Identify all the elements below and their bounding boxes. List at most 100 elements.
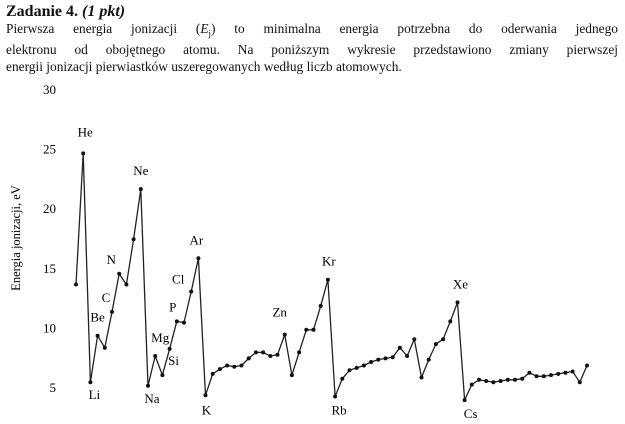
data-point bbox=[304, 327, 309, 332]
data-point bbox=[520, 376, 525, 381]
data-point bbox=[196, 256, 201, 261]
task-points: (1 pkt) bbox=[82, 3, 126, 20]
data-point bbox=[325, 277, 330, 282]
data-point bbox=[268, 354, 273, 358]
line1-end: ) to minimalna energia potrzebna do oder… bbox=[211, 21, 618, 36]
data-point bbox=[383, 356, 388, 361]
element-label-rb: Rb bbox=[332, 403, 347, 418]
y-tick-label: 25 bbox=[43, 142, 56, 157]
data-point bbox=[311, 327, 316, 332]
series-line bbox=[75, 152, 588, 401]
line1-start: Pierwsza energia jonizacji ( bbox=[6, 21, 201, 36]
element-label-zn: Zn bbox=[272, 305, 287, 320]
data-point bbox=[225, 363, 230, 368]
data-point bbox=[570, 369, 575, 374]
description-line-3: energii jonizacji pierwiastków uszeregow… bbox=[6, 58, 402, 74]
task-description: Pierwsza energia jonizacji (Ej) to minim… bbox=[6, 21, 618, 75]
data-point bbox=[541, 374, 546, 379]
data-point bbox=[261, 350, 266, 355]
data-point bbox=[390, 355, 395, 360]
data-point bbox=[484, 379, 489, 383]
y-tick-label: 30 bbox=[43, 82, 56, 97]
data-point bbox=[405, 354, 410, 358]
data-point bbox=[441, 337, 446, 342]
data-point bbox=[88, 380, 93, 385]
data-point bbox=[189, 289, 194, 294]
data-point bbox=[376, 357, 381, 362]
data-point bbox=[110, 309, 114, 314]
y-tick-label: 5 bbox=[50, 380, 57, 395]
y-tick-label: 10 bbox=[43, 320, 56, 335]
data-points bbox=[74, 151, 589, 403]
data-point bbox=[138, 187, 143, 192]
data-point bbox=[210, 371, 215, 376]
element-label-cs: Cs bbox=[464, 406, 478, 421]
data-point bbox=[95, 333, 100, 338]
element-label-na: Na bbox=[144, 391, 159, 406]
data-point bbox=[117, 271, 122, 276]
element-label-kr: Kr bbox=[322, 254, 336, 269]
element-label-n: N bbox=[107, 252, 117, 267]
data-point bbox=[527, 370, 532, 375]
data-point bbox=[397, 345, 402, 350]
element-label-mg: Mg bbox=[151, 330, 170, 345]
data-point bbox=[448, 319, 453, 324]
task-heading: Zadanie 4. (1 pkt) bbox=[6, 2, 125, 22]
element-label-li: Li bbox=[89, 387, 101, 402]
data-point bbox=[289, 373, 294, 378]
symbol-subscript: j bbox=[208, 28, 212, 39]
y-tick-label: 15 bbox=[43, 261, 56, 276]
data-point bbox=[275, 352, 280, 357]
data-point bbox=[426, 357, 431, 362]
data-point bbox=[174, 319, 179, 324]
element-label-si: Si bbox=[168, 353, 179, 368]
data-point bbox=[347, 368, 352, 373]
data-point bbox=[217, 367, 222, 372]
data-point bbox=[412, 337, 417, 342]
y-tick-label: 20 bbox=[43, 201, 56, 216]
data-point bbox=[253, 350, 258, 355]
data-point bbox=[232, 364, 237, 369]
data-point bbox=[455, 300, 460, 305]
y-tick-labels: 5 10 15 20 25 30 bbox=[43, 82, 56, 395]
data-point bbox=[297, 350, 302, 355]
data-point bbox=[340, 376, 345, 381]
data-point bbox=[563, 370, 568, 375]
data-point bbox=[462, 398, 467, 403]
data-point bbox=[131, 237, 136, 242]
element-label-p: P bbox=[169, 299, 176, 314]
data-point bbox=[74, 282, 78, 287]
data-point bbox=[146, 383, 150, 388]
data-point bbox=[160, 373, 165, 378]
description-line-2: elektronu od obojętnego atomu. Na poniżs… bbox=[6, 42, 618, 58]
data-point bbox=[318, 303, 323, 308]
data-point bbox=[549, 373, 553, 378]
data-point bbox=[182, 320, 186, 325]
data-point bbox=[534, 374, 539, 379]
data-point bbox=[333, 394, 338, 399]
data-point bbox=[491, 380, 496, 385]
data-point bbox=[556, 371, 561, 376]
data-point bbox=[124, 282, 129, 287]
data-point bbox=[498, 379, 503, 383]
data-point bbox=[153, 354, 158, 358]
element-label-ne: Ne bbox=[133, 163, 148, 178]
data-point bbox=[239, 363, 244, 368]
data-point bbox=[577, 380, 582, 385]
description-line-1: Pierwsza energia jonizacji (Ej) to minim… bbox=[6, 21, 618, 42]
data-point bbox=[246, 356, 251, 361]
element-label-be: Be bbox=[90, 310, 105, 325]
data-point bbox=[419, 375, 424, 380]
element-label-c: C bbox=[102, 290, 111, 305]
data-point bbox=[361, 363, 366, 368]
data-point bbox=[477, 377, 481, 382]
element-labels: He Li Be C N Ne Na Mg Si P Cl Ar K Zn Kr Rb Xe Cs bbox=[78, 124, 478, 421]
data-point bbox=[505, 377, 510, 382]
data-point bbox=[513, 377, 517, 382]
element-label-ar: Ar bbox=[190, 232, 204, 247]
data-point bbox=[102, 345, 107, 350]
data-point bbox=[354, 365, 359, 370]
data-point bbox=[167, 346, 172, 351]
element-label-k: K bbox=[202, 402, 212, 417]
